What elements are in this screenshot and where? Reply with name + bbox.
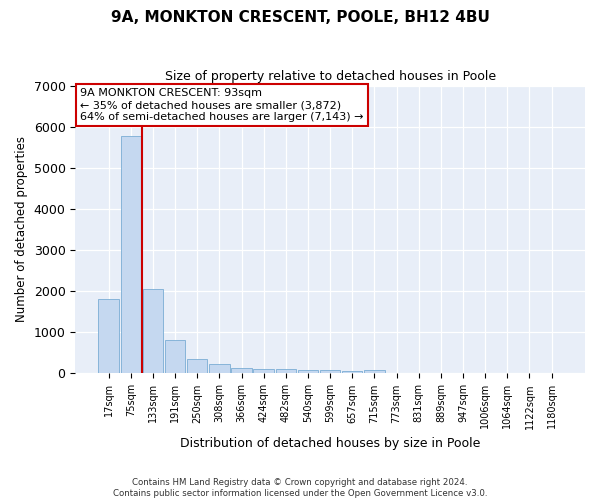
Text: 9A MONKTON CRESCENT: 93sqm
← 35% of detached houses are smaller (3,872)
64% of s: 9A MONKTON CRESCENT: 93sqm ← 35% of deta…: [80, 88, 364, 122]
Bar: [165, 340, 185, 374]
Title: Size of property relative to detached houses in Poole: Size of property relative to detached ho…: [164, 70, 496, 83]
Bar: [364, 370, 385, 374]
X-axis label: Distribution of detached houses by size in Poole: Distribution of detached houses by size …: [180, 437, 481, 450]
Bar: [320, 370, 340, 374]
Y-axis label: Number of detached properties: Number of detached properties: [15, 136, 28, 322]
Text: Contains HM Land Registry data © Crown copyright and database right 2024.
Contai: Contains HM Land Registry data © Crown c…: [113, 478, 487, 498]
Bar: [143, 289, 163, 374]
Bar: [275, 370, 296, 374]
Bar: [298, 370, 318, 374]
Bar: [209, 364, 230, 374]
Bar: [232, 368, 252, 374]
Bar: [187, 358, 208, 374]
Bar: [342, 371, 362, 374]
Bar: [98, 300, 119, 374]
Text: 9A, MONKTON CRESCENT, POOLE, BH12 4BU: 9A, MONKTON CRESCENT, POOLE, BH12 4BU: [110, 10, 490, 25]
Bar: [253, 369, 274, 374]
Bar: [121, 136, 141, 374]
